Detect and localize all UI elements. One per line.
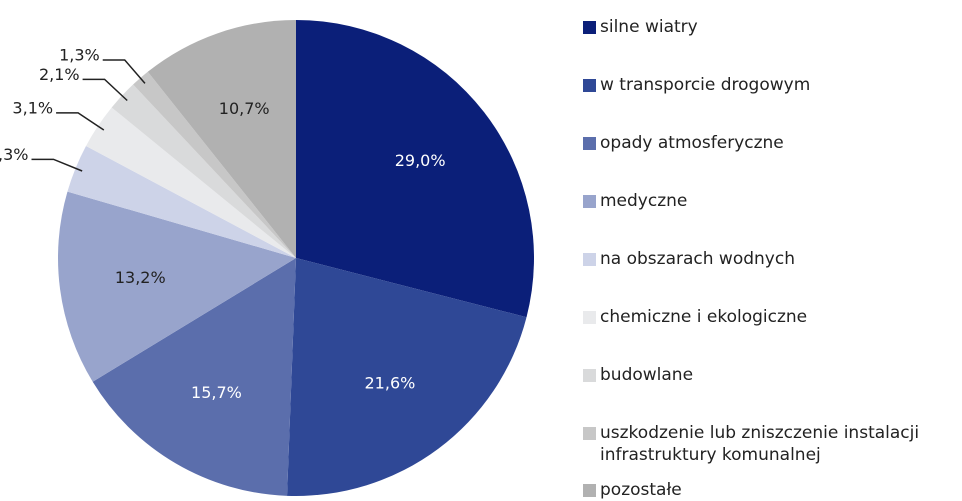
legend-label: w transporcie drogowym	[600, 75, 811, 95]
legend-item: budowlane	[583, 364, 962, 386]
leader-line	[102, 59, 146, 84]
data-label: 21,6%	[365, 373, 416, 392]
legend-swatch	[583, 369, 596, 382]
legend-swatch	[583, 311, 596, 324]
pie-slice	[86, 107, 297, 258]
data-label: 2,1%	[39, 65, 80, 84]
legend-item: pozostałe	[583, 479, 962, 501]
leader-line	[82, 78, 128, 102]
legend-swatch	[583, 137, 596, 150]
data-label: 3,3%	[0, 145, 29, 164]
legend-item: chemiczne i ekologiczne	[583, 306, 962, 328]
pie-slice	[147, 20, 296, 258]
data-label: 15,7%	[191, 383, 242, 402]
leader-line	[56, 112, 105, 131]
leader-line	[31, 158, 83, 172]
legend-item: w transporcie drogowym	[583, 74, 962, 96]
data-label: 29,0%	[395, 151, 446, 170]
data-label: 1,3%	[59, 45, 100, 64]
pie-slice	[111, 84, 296, 259]
legend-label: na obszarach wodnych	[600, 249, 795, 269]
legend-label: budowlane	[600, 365, 694, 385]
pie-slice	[57, 191, 296, 382]
legend-swatch	[583, 195, 596, 208]
legend-label: opady atmosferyczne	[600, 133, 784, 153]
legend-swatch	[583, 484, 596, 497]
legend-label: silne wiatry	[600, 17, 698, 37]
legend-item: silne wiatry	[583, 16, 962, 38]
pie-slice	[296, 20, 534, 318]
legend-item: uszkodzenie lub zniszczenie instalacji i…	[583, 422, 962, 466]
legend-item: opady atmosferyczne	[583, 132, 962, 154]
legend-swatch	[583, 427, 596, 440]
legend-item: medyczne	[583, 190, 962, 212]
legend-swatch	[583, 253, 596, 266]
legend-label: pozostałe	[600, 480, 682, 500]
pie-slice	[92, 258, 296, 496]
legend-label: chemiczne i ekologiczne	[600, 307, 808, 327]
legend-swatch	[583, 21, 596, 34]
data-label: 13,2%	[115, 268, 166, 287]
legend-swatch	[583, 79, 596, 92]
pie-slice	[287, 258, 527, 497]
legend-label: medyczne	[600, 191, 688, 211]
pie-slice	[133, 71, 296, 258]
data-label: 10,7%	[219, 99, 270, 118]
data-label: 3,1%	[12, 98, 53, 117]
pie-area: 29,0% 21,6% 15,7% 13,2% 3,3% 3,1% 2,1%1,3% 10,7…	[0, 20, 534, 497]
legend-label: uszkodzenie lub zniszczenie instalacji i…	[600, 423, 920, 465]
legend-item: na obszarach wodnych	[583, 248, 962, 270]
pie-slice	[67, 145, 296, 258]
